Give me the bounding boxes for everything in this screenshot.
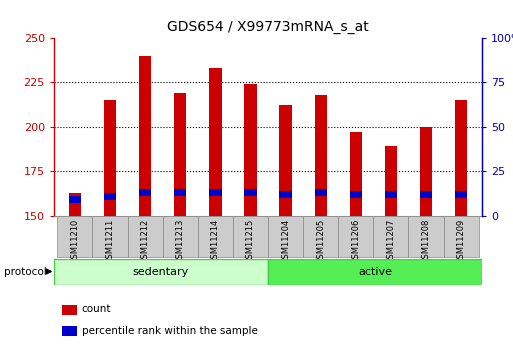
Text: GSM11214: GSM11214 (211, 219, 220, 264)
Bar (174, 189, 186, 196)
Bar (268, 216, 303, 257)
Bar (420, 191, 432, 198)
Text: percentile rank within the sample: percentile rank within the sample (82, 326, 258, 336)
Bar (420, 127, 432, 216)
Bar (69, 196, 81, 203)
Text: GSM11211: GSM11211 (106, 219, 114, 264)
Title: GDS654 / X99773mRNA_s_at: GDS654 / X99773mRNA_s_at (167, 20, 369, 34)
Bar (408, 216, 444, 257)
Text: protocol: protocol (4, 267, 47, 276)
Bar (104, 100, 116, 216)
Bar (350, 191, 362, 198)
Text: count: count (82, 304, 111, 314)
Bar (314, 189, 327, 196)
Bar (63, 305, 77, 315)
Bar (338, 216, 373, 257)
Text: GSM11205: GSM11205 (316, 219, 325, 264)
Bar (54, 259, 268, 285)
Bar (174, 93, 186, 216)
Bar (314, 95, 327, 216)
Text: active: active (358, 267, 392, 277)
Text: GSM11209: GSM11209 (457, 219, 466, 264)
Bar (303, 216, 338, 257)
Bar (385, 146, 397, 216)
Bar (128, 216, 163, 257)
Bar (69, 193, 81, 216)
Text: GSM11212: GSM11212 (141, 219, 150, 264)
Text: GSM11210: GSM11210 (70, 219, 80, 264)
Bar (455, 100, 467, 216)
Bar (139, 56, 151, 216)
Bar (373, 216, 408, 257)
Bar (244, 189, 256, 196)
Bar (209, 68, 222, 216)
Bar (198, 216, 233, 257)
Text: GSM11206: GSM11206 (351, 219, 360, 264)
Bar (163, 216, 198, 257)
Bar (63, 326, 77, 336)
Text: GSM11207: GSM11207 (386, 219, 396, 264)
Text: GSM11215: GSM11215 (246, 219, 255, 264)
Bar (57, 216, 92, 257)
Bar (444, 216, 479, 257)
Text: sedentary: sedentary (133, 267, 189, 277)
Bar (385, 191, 397, 198)
Bar (455, 191, 467, 198)
Bar (268, 259, 482, 285)
Bar (139, 189, 151, 196)
Bar (350, 132, 362, 216)
Bar (233, 216, 268, 257)
Bar (104, 193, 116, 200)
Bar (209, 189, 222, 196)
Text: GSM11208: GSM11208 (422, 219, 430, 264)
Bar (280, 191, 292, 198)
Bar (92, 216, 128, 257)
Bar (280, 106, 292, 216)
Bar (244, 84, 256, 216)
Text: GSM11204: GSM11204 (281, 219, 290, 264)
Text: GSM11213: GSM11213 (176, 219, 185, 264)
